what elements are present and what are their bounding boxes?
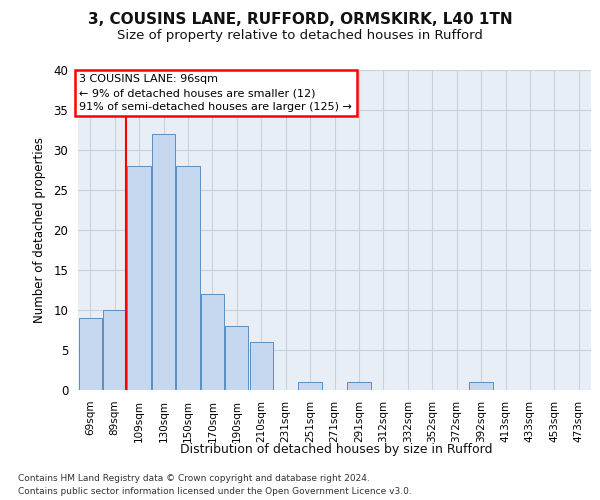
Bar bbox=[103, 310, 126, 390]
Bar bbox=[176, 166, 200, 390]
Y-axis label: Number of detached properties: Number of detached properties bbox=[34, 137, 46, 323]
Bar bbox=[127, 166, 151, 390]
Bar bbox=[347, 382, 371, 390]
Text: 3 COUSINS LANE: 96sqm
← 9% of detached houses are smaller (12)
91% of semi-detac: 3 COUSINS LANE: 96sqm ← 9% of detached h… bbox=[79, 74, 352, 112]
Bar bbox=[79, 318, 102, 390]
Bar bbox=[469, 382, 493, 390]
Bar bbox=[225, 326, 248, 390]
Text: 3, COUSINS LANE, RUFFORD, ORMSKIRK, L40 1TN: 3, COUSINS LANE, RUFFORD, ORMSKIRK, L40 … bbox=[88, 12, 512, 28]
Bar bbox=[298, 382, 322, 390]
Text: Contains HM Land Registry data © Crown copyright and database right 2024.: Contains HM Land Registry data © Crown c… bbox=[18, 474, 370, 483]
Bar bbox=[201, 294, 224, 390]
Bar bbox=[250, 342, 273, 390]
Text: Distribution of detached houses by size in Rufford: Distribution of detached houses by size … bbox=[180, 442, 492, 456]
Text: Contains public sector information licensed under the Open Government Licence v3: Contains public sector information licen… bbox=[18, 486, 412, 496]
Bar bbox=[152, 134, 175, 390]
Text: Size of property relative to detached houses in Rufford: Size of property relative to detached ho… bbox=[117, 29, 483, 42]
